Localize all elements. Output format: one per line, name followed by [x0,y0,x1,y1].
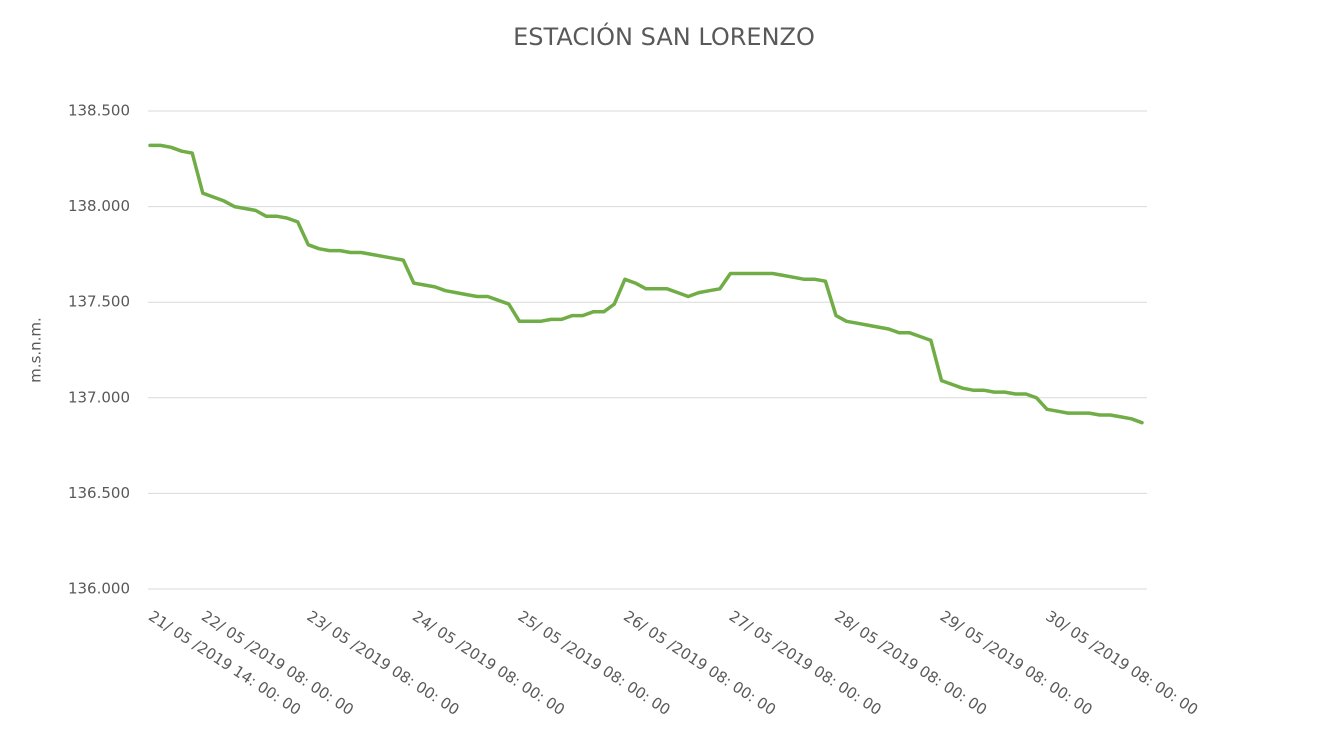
y-tick-label: 137.000 [68,388,130,406]
y-tick-label: 136.500 [68,484,130,502]
y-tick-label: 138.000 [68,197,130,215]
y-tick-label: 137.500 [68,293,130,311]
data-line [148,143,1144,425]
y-tick-label: 138.500 [68,102,130,120]
y-tick-label: 136.000 [68,580,130,598]
y-axis-label: m.s.n.m. [27,317,45,383]
chart-title: ESTACIÓN SAN LORENZO [513,21,815,51]
